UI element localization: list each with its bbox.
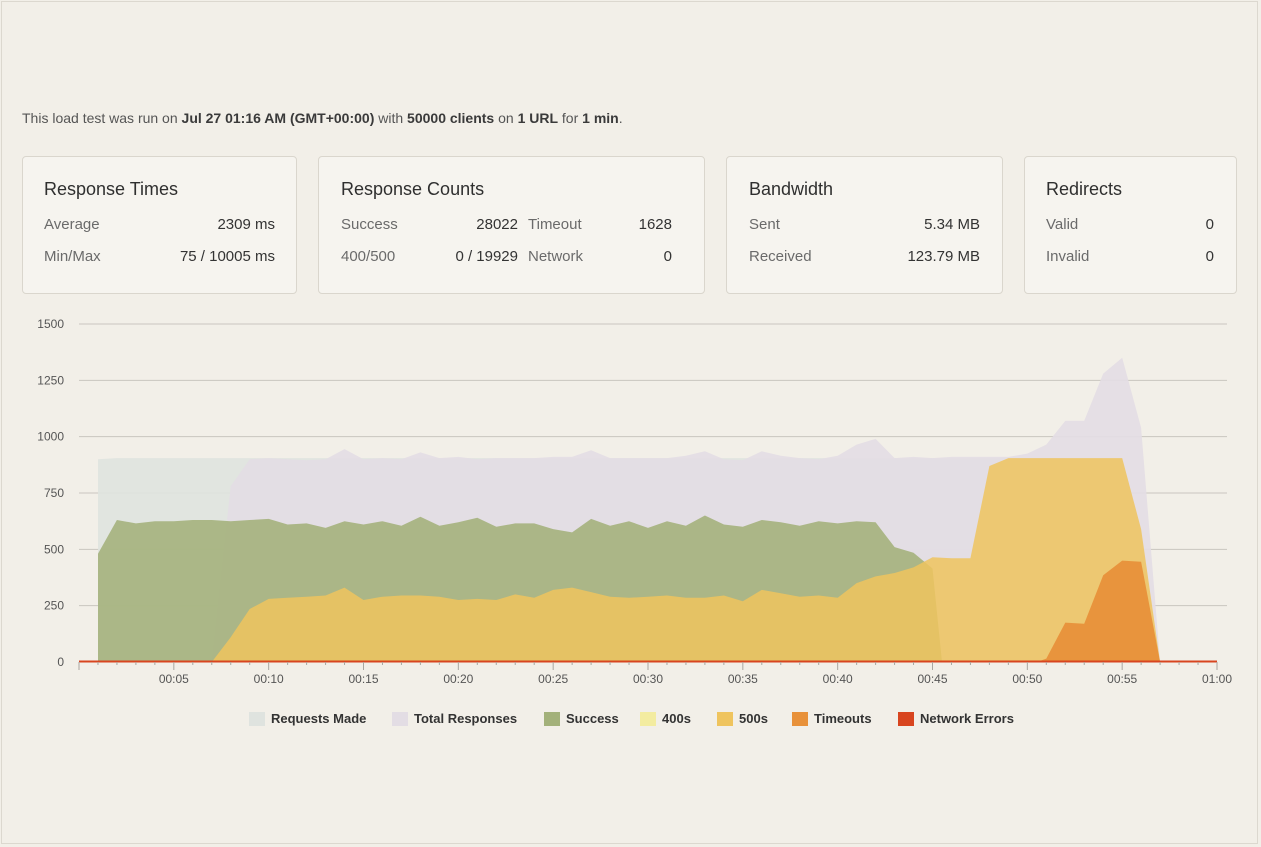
y-tick-label: 0: [57, 655, 64, 669]
response-counts-card: Response Counts Success 28022 Timeout 16…: [318, 156, 705, 294]
response-times-card: Response Times Average 2309 ms Min/Max 7…: [22, 156, 297, 294]
legend-label: 400s: [662, 711, 691, 726]
minmax-value: 75 / 10005 ms: [179, 248, 275, 265]
legend-label: 500s: [739, 711, 768, 726]
legend-swatch: [392, 711, 408, 726]
received-value: 123.79 MB: [907, 248, 980, 265]
invalid-value: 0: [1205, 248, 1214, 265]
bandwidth-card: Bandwidth Sent 5.34 MB Received 123.79 M…: [726, 156, 1003, 294]
legend-swatch: [898, 711, 914, 726]
card-title: Redirects: [1046, 179, 1123, 199]
x-tick-label: 00:55: [1107, 672, 1137, 686]
timeout-label: Timeout: [528, 216, 582, 233]
timeout-value: 1628: [638, 216, 672, 233]
legend-swatch: [717, 711, 733, 726]
legend-swatch: [640, 711, 656, 726]
chart-axis: 0 250 500 750 1000 1250 1500 00:05 00:10 00:15 00:…: [37, 317, 1232, 686]
x-tick-label: 00:35: [728, 672, 758, 686]
x-tick-label: 00:50: [1012, 672, 1042, 686]
legend-swatch: [792, 711, 808, 726]
url-count: 1 URL: [517, 110, 559, 126]
legend-item-500s[interactable]: 500s: [717, 711, 768, 726]
valid-label: Valid: [1046, 216, 1079, 233]
area-timeouts: [1036, 560, 1161, 662]
chart-legend: Requests Made Total Responses Success 400s 5…: [0, 711, 1261, 731]
network-value: 0: [663, 248, 672, 265]
test-duration: 1 min: [582, 110, 619, 126]
received-label: Received: [749, 248, 812, 265]
chart-areas: [98, 357, 1161, 662]
average-label: Average: [44, 216, 100, 233]
legend-item-400s[interactable]: 400s: [640, 711, 691, 726]
y-tick-label: 500: [44, 542, 64, 556]
x-tick-label: 00:25: [538, 672, 568, 686]
legend-item-success[interactable]: Success: [544, 711, 619, 726]
legend-swatch: [544, 711, 560, 726]
x-tick-label: 00:40: [823, 672, 853, 686]
client-count: 50000 clients: [407, 110, 495, 126]
x-tick-label: 00:10: [254, 672, 284, 686]
legend-label: Timeouts: [814, 711, 872, 726]
y-tick-label: 1250: [37, 373, 64, 387]
status-label: 400/500: [341, 248, 396, 265]
network-label: Network: [528, 248, 584, 265]
legend-item-network-errors[interactable]: Network Errors: [898, 711, 1014, 726]
success-value: 28022: [476, 216, 518, 233]
x-tick-label: 01:00: [1202, 672, 1232, 686]
legend-item-requests-made[interactable]: Requests Made: [249, 711, 366, 726]
legend-label: Success: [566, 711, 619, 726]
x-tick-label: 00:20: [443, 672, 473, 686]
success-label: Success: [341, 216, 398, 233]
minmax-label: Min/Max: [44, 248, 101, 265]
y-tick-label: 250: [44, 599, 64, 613]
legend-label: Network Errors: [920, 711, 1014, 726]
x-tick-label: 00:15: [348, 672, 378, 686]
test-summary: This load test was run on Jul 27 01:16 A…: [22, 110, 623, 126]
card-title: Response Counts: [341, 179, 485, 199]
legend-swatch: [249, 711, 265, 726]
x-tick-label: 00:05: [159, 672, 189, 686]
status-value: 0 / 19929: [455, 248, 518, 265]
legend-item-timeouts[interactable]: Timeouts: [792, 711, 872, 726]
invalid-label: Invalid: [1046, 248, 1090, 265]
valid-value: 0: [1205, 216, 1214, 233]
y-tick-label: 750: [44, 486, 64, 500]
y-tick-label: 1000: [37, 430, 64, 444]
area-500s: [211, 458, 1161, 662]
load-test-chart: 0 250 500 750 1000 1250 1500 00:05 00:10 00:15 00:…: [37, 317, 1232, 686]
average-value: 2309 ms: [217, 216, 275, 233]
x-tick-label: 00:45: [917, 672, 947, 686]
x-tick-label: 00:30: [633, 672, 663, 686]
legend-label: Total Responses: [414, 711, 518, 726]
legend-item-total-responses[interactable]: Total Responses: [392, 711, 517, 726]
card-title: Bandwidth: [749, 179, 834, 199]
redirects-card: Redirects Valid 0 Invalid 0: [1024, 156, 1237, 294]
legend-label: Requests Made: [271, 711, 367, 726]
card-title: Response Times: [44, 179, 179, 199]
sent-value: 5.34 MB: [924, 216, 980, 233]
sent-label: Sent: [749, 216, 780, 233]
test-date: Jul 27 01:16 AM (GMT+00:00): [181, 110, 375, 126]
y-tick-label: 1500: [37, 317, 64, 331]
